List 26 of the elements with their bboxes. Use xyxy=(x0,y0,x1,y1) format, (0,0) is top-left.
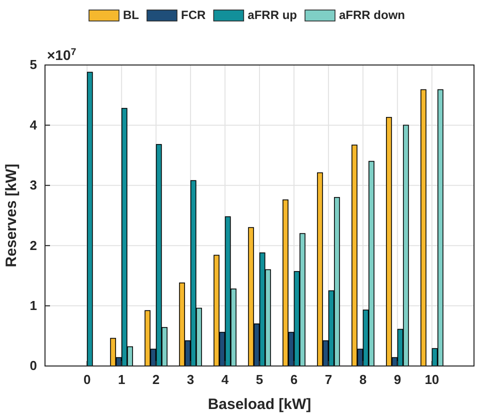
x-tick-label: 10 xyxy=(424,372,440,388)
legend-label: aFRR down xyxy=(339,8,406,22)
bar xyxy=(86,72,93,366)
x-axis-title: Baseload [kW] xyxy=(208,396,312,413)
x-tick-label: 8 xyxy=(359,372,367,388)
legend-label: FCR xyxy=(180,8,206,22)
x-tick-label: 0 xyxy=(83,372,91,388)
x-tick-label: 1 xyxy=(118,372,126,388)
x-tick-label: 4 xyxy=(221,372,230,388)
bar xyxy=(420,89,426,366)
text: ×10$^{7}$ xyxy=(47,46,77,63)
y-tick-label: 5 xyxy=(30,57,37,72)
x-tick-label: 6 xyxy=(290,372,298,388)
x-tick-label: 2 xyxy=(152,372,160,388)
y-tick-label: 3 xyxy=(30,178,37,193)
y-tick-label: 1 xyxy=(30,298,37,313)
y-tick-label: 4 xyxy=(30,117,38,132)
x-tick-label: 3 xyxy=(186,372,194,388)
x-tick-label: 7 xyxy=(324,372,332,388)
legend-label: BL xyxy=(122,8,139,22)
x-tick-label: 5 xyxy=(256,372,264,388)
legend-label: aFRR up xyxy=(248,8,298,22)
x-tick-label: 9 xyxy=(394,372,402,388)
y-tick-label: 2 xyxy=(30,238,37,253)
y-tick-label: 0 xyxy=(30,358,37,374)
y-axis-title: Reserves [kW] xyxy=(3,164,20,268)
